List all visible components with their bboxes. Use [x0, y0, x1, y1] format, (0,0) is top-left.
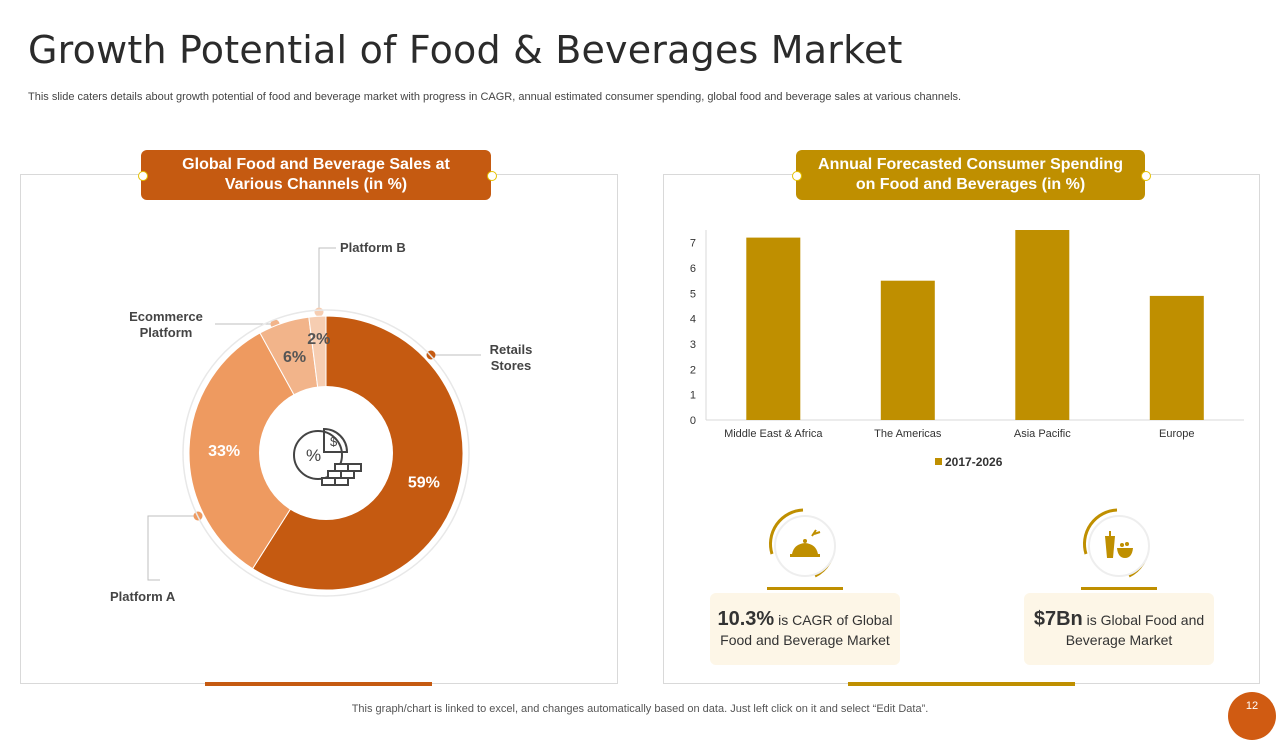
donut-label-ecommerce-platform: 6% [283, 349, 306, 366]
legend-swatch [935, 458, 942, 465]
left-panel-accent-bar [205, 682, 432, 686]
drinks-icon-badge [1082, 508, 1150, 578]
food-drink-icon [1105, 531, 1133, 558]
y-tick-label: 2 [690, 364, 696, 376]
consumer-spending-header: Annual Forecasted Consumer Spending on F… [796, 150, 1145, 200]
svg-text:%: % [306, 446, 321, 465]
y-tick-label: 0 [690, 415, 696, 427]
x-tick-label: The Americas [874, 428, 942, 440]
dining-icon [790, 529, 821, 557]
header-left-dot [138, 171, 148, 181]
bar-europe [1149, 295, 1204, 420]
donut-label-platform-a: 33% [208, 443, 240, 460]
x-tick-label: Europe [1159, 428, 1194, 440]
donut-label-retails-stores: 59% [408, 475, 440, 492]
header-right-dot [487, 171, 497, 181]
leader-platform-b [318, 247, 336, 312]
stat-card-market-size: $7Bn is Global Food and Beverage Market [1024, 593, 1214, 665]
page-number-badge: 12 [1228, 692, 1276, 740]
page-title: Growth Potential of Food & Beverages Mar… [28, 28, 903, 72]
y-tick-label: 7 [690, 238, 696, 250]
callout-ecommerce-platform: Ecommerce Platform [129, 309, 203, 340]
leader-platform-a [147, 515, 198, 581]
stat-market-text: is Global Food and Beverage Market [1065, 611, 1205, 648]
finance-pie-icon: % $ [293, 427, 362, 486]
bar-chart: 0 1 2 3 4 5 6 7 Middle East & Africa The America… [690, 230, 1244, 469]
donut-slice-platform-a [188, 332, 327, 570]
bar-the-americas [880, 280, 935, 420]
channel-sales-header: Global Food and Beverage Sales at Variou… [141, 150, 491, 200]
leader-dot-platform-b [314, 307, 324, 317]
y-tick-label: 5 [690, 288, 696, 300]
donut-label-platform-b: 2% [307, 331, 330, 348]
page-number: 12 [1245, 700, 1259, 712]
stat-underline-cagr [767, 587, 843, 590]
svg-text:$: $ [330, 434, 338, 449]
y-tick-label: 6 [690, 263, 696, 275]
bar-middle-east-africa [746, 237, 801, 420]
header-right-right-dot [1141, 171, 1151, 181]
right-panel-accent-bar [848, 682, 1075, 686]
footer-note: This graph/chart is linked to excel, and… [351, 703, 929, 715]
stat-cagr-value: 10.3% [717, 607, 775, 630]
x-tick-label: Asia Pacific [1014, 428, 1071, 440]
y-tick-label: 3 [690, 339, 696, 351]
y-tick-label: 1 [690, 390, 696, 402]
bar-asia-pacific [1015, 230, 1070, 420]
dining-icon-badge [768, 508, 836, 578]
x-tick-label: Middle East & Africa [724, 428, 823, 440]
stat-card-cagr: 10.3% is CAGR of Global Food and Beverag… [710, 593, 900, 665]
header-right-left-dot [792, 171, 802, 181]
callout-retail-stores: Retails Stores [489, 342, 533, 373]
callout-platform-a: Platform A [110, 589, 176, 604]
donut-chart: 59% 33% 6%2% % $ [147, 247, 481, 597]
y-tick-label: 4 [690, 314, 696, 326]
stat-market-value: $7Bn [1033, 607, 1083, 630]
stat-cagr-text: is CAGR of Global Food and Beverage Mark… [720, 611, 893, 648]
legend-label: 2017-2026 [945, 455, 1003, 469]
stat-underline-market [1081, 587, 1157, 590]
donut-outer-ring [182, 309, 470, 597]
callout-platform-b: Platform B [340, 240, 406, 255]
page-subtitle: This slide caters details about growth p… [28, 91, 962, 103]
